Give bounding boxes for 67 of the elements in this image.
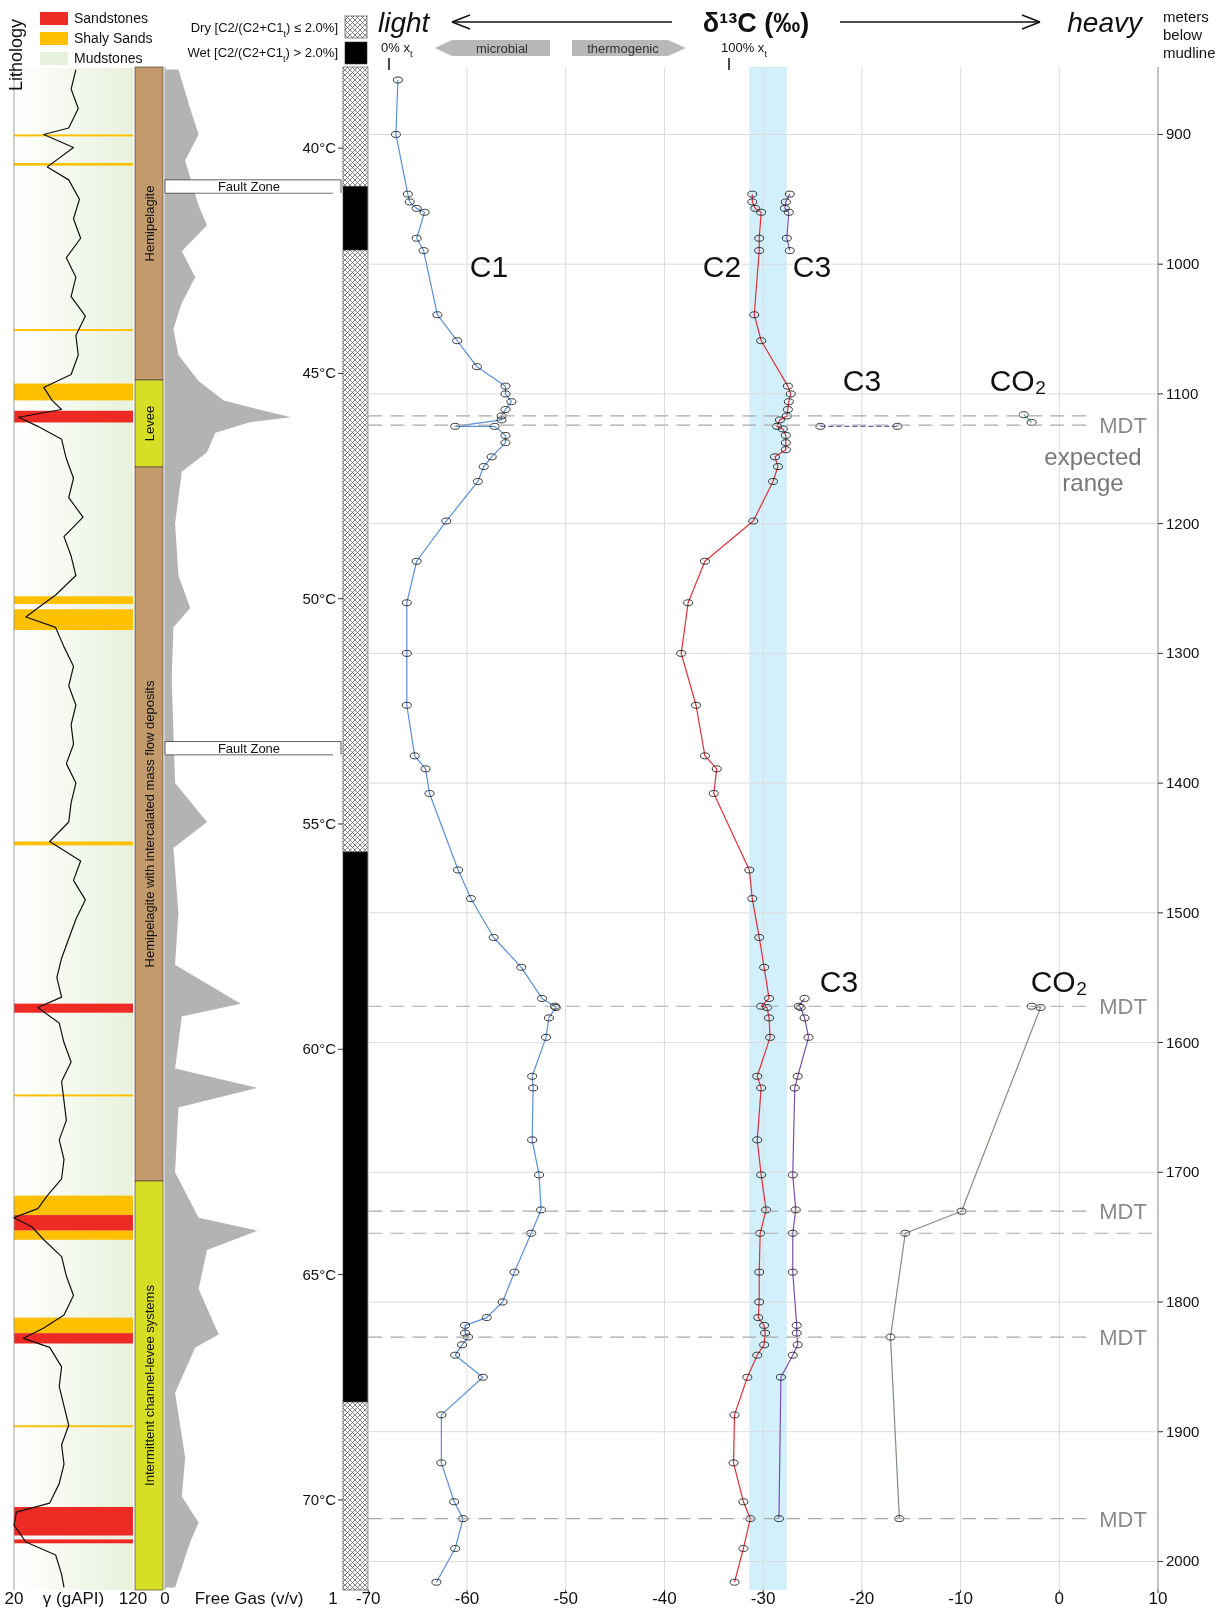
y-axis-title: meters below mudline — [1163, 8, 1216, 61]
text: microbial — [475, 41, 529, 56]
ref-line-label: Fault Zone — [217, 740, 281, 756]
y-tick-label: 1600 — [1166, 1033, 1200, 1051]
x-tick-label: -10 — [948, 1589, 973, 1608]
x-tick-label: 0 — [1054, 1589, 1065, 1608]
y-tick-label: 2000 — [1166, 1552, 1200, 1570]
x-tick-label: 0 — [160, 1589, 170, 1608]
y-tick-label: 1100 — [1166, 384, 1199, 402]
y-tick-label: 1500 — [1166, 903, 1200, 921]
legend-title: Lithology — [6, 18, 26, 92]
x-tick-label: 20 — [4, 1589, 24, 1608]
y-tick-label: 1900 — [1166, 1422, 1200, 1440]
x-axis-title: γ (gAPI) — [42, 1589, 105, 1608]
annotation: expected range — [1044, 443, 1142, 496]
band-label: Mudstones — [74, 50, 143, 66]
y-tick-label: 1200 — [1166, 514, 1200, 532]
y-tick-label: 900 — [1166, 125, 1192, 143]
ref-line-label: MDT — [1099, 1325, 1147, 1351]
y2-tick-label: 55°C — [302, 814, 337, 832]
text: 100% x$_{t}$ — [721, 40, 768, 59]
text: 0% x$_{t}$ — [381, 40, 413, 59]
text: Dry [C2/(C2+C1$_{t}$) ≤ 2.0%] — [190, 20, 338, 39]
x-tick-label: -20 — [849, 1589, 875, 1608]
text: Wet [C2/(C2+C1$_{t}$) > 2.0%] — [187, 45, 338, 64]
x-tick-label: -60 — [454, 1589, 480, 1608]
y2-tick-label: 70°C — [302, 1490, 337, 1508]
annotation: CO₂ — [989, 364, 1047, 397]
annotation: C2 — [702, 250, 742, 283]
y-tick-label: 1800 — [1166, 1293, 1200, 1311]
text: Intermittent channel-levee systems — [141, 1284, 157, 1486]
annotation: C3 — [792, 250, 832, 283]
y2-tick-label: 45°C — [302, 364, 337, 382]
x-tick-label: -40 — [652, 1589, 677, 1608]
legend-label: Shaly Sands — [74, 30, 153, 46]
text: light — [378, 7, 431, 38]
annotation: C1 — [469, 250, 509, 283]
annotation: C3 — [819, 965, 859, 998]
y-tick-label: 1300 — [1166, 644, 1200, 662]
y-tick-label: 1700 — [1166, 1163, 1200, 1181]
y-tick-label: 1400 — [1166, 774, 1200, 792]
text: heavy — [1067, 7, 1144, 38]
y2-tick-label: 50°C — [302, 589, 337, 607]
chart-title: δ¹³C (‰) — [702, 8, 810, 38]
annotation: C3 — [842, 364, 882, 397]
y2-tick-label: 40°C — [302, 139, 337, 157]
x-tick-label: 1 — [328, 1589, 338, 1608]
x-tick-label: -70 — [356, 1589, 381, 1608]
ref-line-label: MDT — [1099, 994, 1147, 1020]
y2-tick-label: 60°C — [302, 1040, 337, 1058]
legend-label: Sandstones — [74, 10, 148, 26]
x-tick-label: -30 — [750, 1589, 776, 1608]
y-tick-label: 1000 — [1166, 255, 1200, 273]
x-tick-label: 10 — [1148, 1589, 1168, 1608]
x-tick-label: -50 — [553, 1589, 579, 1608]
ref-line-label: MDT — [1099, 413, 1147, 439]
ref-line-label: MDT — [1099, 1506, 1147, 1532]
text: thermogenic — [587, 41, 660, 56]
x-axis-title: Free Gas (v/v) — [194, 1589, 304, 1608]
x-tick-label: 120 — [118, 1589, 148, 1608]
text: Levee — [141, 405, 157, 442]
y2-tick-label: 65°C — [302, 1265, 337, 1283]
annotation: CO₂ — [1030, 965, 1088, 998]
text: Hemipelagite with intercalated mass flow deposits — [141, 680, 157, 968]
ref-line-label: MDT — [1099, 1199, 1147, 1225]
ref-line-label: Fault Zone — [217, 178, 281, 194]
text: Hemipelagite — [141, 185, 157, 262]
